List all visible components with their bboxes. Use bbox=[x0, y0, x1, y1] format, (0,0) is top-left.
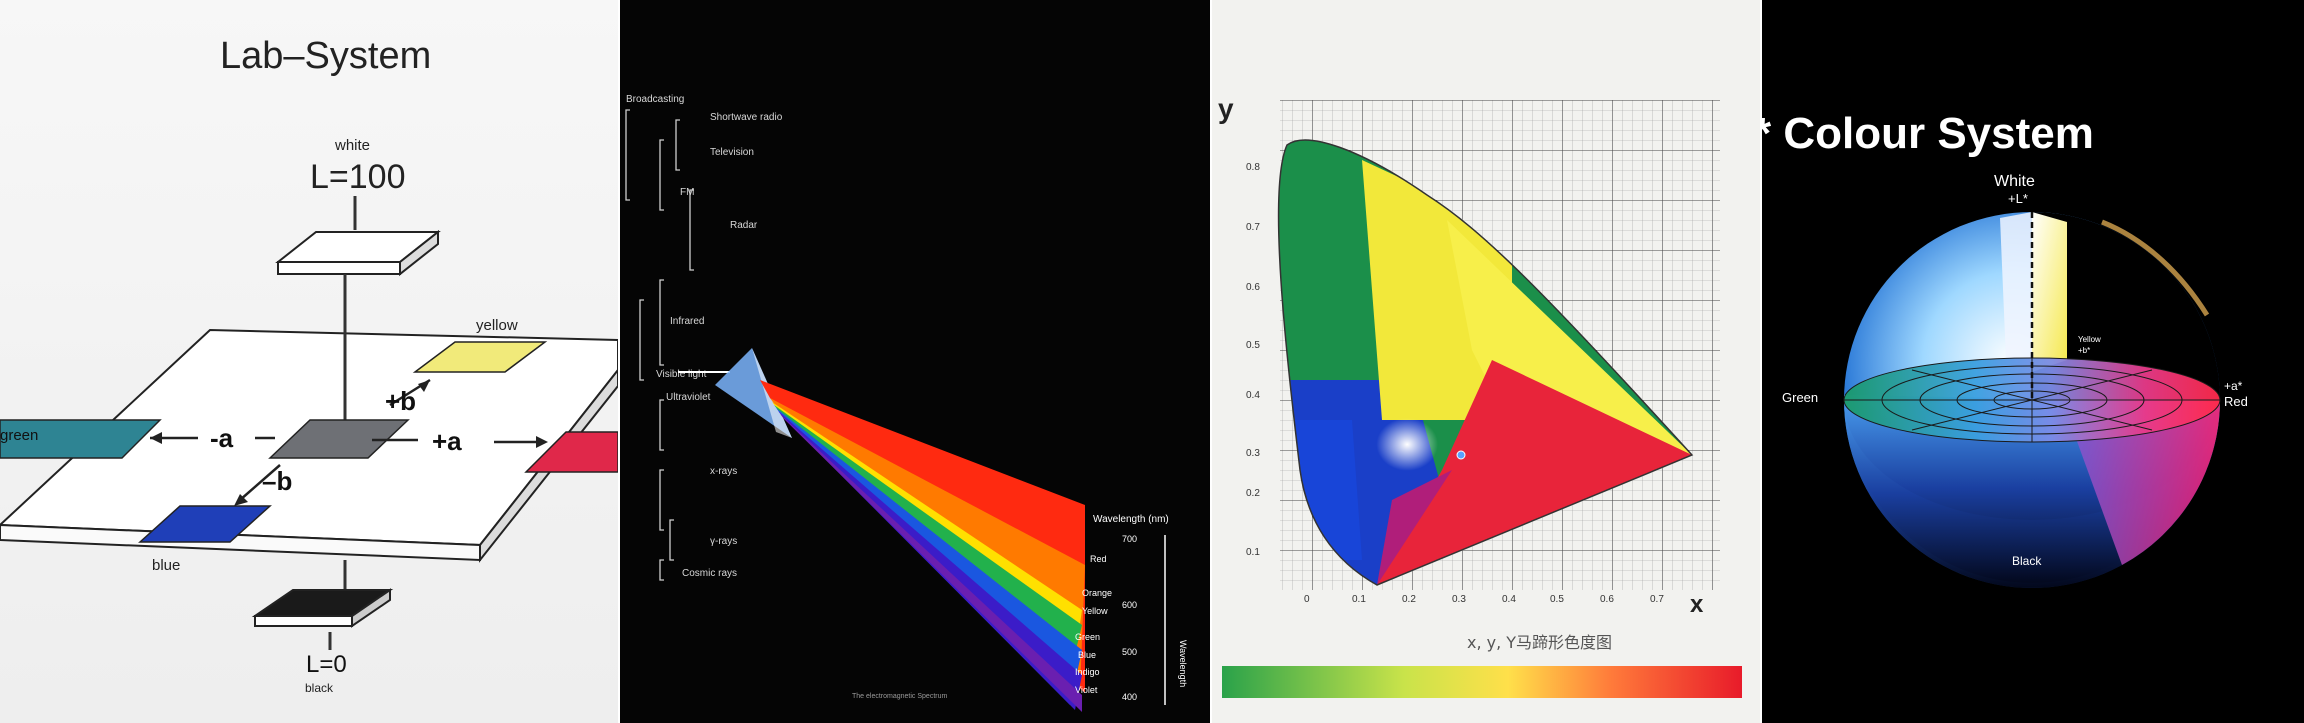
band-cosmic: Cosmic rays bbox=[682, 568, 737, 579]
x-ticks: 0 0.1 0.2 0.3 0.4 0.5 0.6 0.7 bbox=[1304, 594, 1664, 605]
x-tick: 0.5 bbox=[1550, 594, 1564, 605]
band-violet bbox=[780, 414, 1082, 712]
y-axis-label: y bbox=[1218, 93, 1234, 124]
x-tick: 0.2 bbox=[1402, 594, 1416, 605]
y-ticks: 0.1 0.2 0.3 0.4 0.5 0.6 0.7 0.8 bbox=[1246, 162, 1260, 558]
cutout-quadrant bbox=[2032, 212, 2220, 400]
y-tick: 0.7 bbox=[1246, 222, 1260, 233]
sphere-title: * Colour System bbox=[1762, 109, 2094, 158]
band-ultraviolet: Ultraviolet bbox=[666, 392, 711, 403]
x-tick: 0.3 bbox=[1452, 594, 1466, 605]
tick-500: 500 bbox=[1122, 647, 1137, 657]
plus-a-label: +a bbox=[432, 426, 462, 456]
y-tick: 0.4 bbox=[1246, 390, 1260, 401]
label-orange: Orange bbox=[1082, 588, 1112, 598]
tick-600: 600 bbox=[1122, 600, 1137, 610]
lab-system-panel: Lab–System white L=100 yellow +b green -… bbox=[0, 0, 618, 723]
yellow-wedge bbox=[2032, 212, 2067, 372]
green-label: Green bbox=[1782, 390, 1818, 405]
band-gamma: γ-rays bbox=[710, 536, 737, 547]
lab-title: Lab–System bbox=[220, 35, 431, 77]
minus-a-label: -a bbox=[210, 423, 234, 453]
x-tick: 0 bbox=[1304, 594, 1310, 605]
green-swatch bbox=[0, 419, 162, 459]
label-indigo: Indigo bbox=[1075, 667, 1100, 677]
yellow-label: yellow bbox=[476, 317, 518, 334]
plus-b-label: +b bbox=[385, 386, 416, 416]
band-xrays: x-rays bbox=[710, 466, 737, 477]
wavelength-title: Wavelength (nm) bbox=[1093, 514, 1169, 525]
blue-swatch bbox=[138, 505, 272, 543]
chromaticity-panel: y x 0.1 0.2 0.3 0.4 0.5 0.6 0.7 0.8 0 0.… bbox=[1212, 0, 1760, 723]
plus-l-label: +L* bbox=[2008, 191, 2028, 206]
yellow-swatch bbox=[412, 341, 548, 373]
y-tick: 0.6 bbox=[1246, 282, 1260, 293]
chromaticity-caption: x, y, Y马蹄形色度图 bbox=[1467, 633, 1612, 652]
chromaticity-diagram: y x 0.1 0.2 0.3 0.4 0.5 0.6 0.7 0.8 0 0.… bbox=[1212, 0, 1760, 723]
x-tick: 0.7 bbox=[1650, 594, 1664, 605]
x-tick: 0.6 bbox=[1600, 594, 1614, 605]
tick-700: 700 bbox=[1122, 534, 1137, 544]
spectrum-fan bbox=[760, 380, 1085, 712]
y-tick: 0.1 bbox=[1246, 547, 1260, 558]
wavelength-axis-word: Wavelength bbox=[1178, 640, 1188, 687]
yellow-label: Yellow bbox=[2078, 335, 2101, 344]
label-green: Green bbox=[1075, 632, 1100, 642]
minus-b-label: –b bbox=[262, 466, 292, 496]
y-tick: 0.2 bbox=[1246, 488, 1260, 499]
white-point-marker bbox=[1456, 450, 1466, 460]
black-label: black bbox=[305, 681, 334, 695]
l100-label: L=100 bbox=[310, 158, 406, 196]
green-label: green bbox=[0, 427, 38, 444]
band-shortwave: Shortwave radio bbox=[710, 112, 783, 123]
y-tick: 0.8 bbox=[1246, 162, 1260, 173]
label-red: Red bbox=[1090, 554, 1107, 564]
band-visible: Visible light bbox=[656, 369, 707, 380]
spectrum-diagram: Broadcasting Shortwave radio Television … bbox=[625, 94, 1188, 712]
plus-b-label: +b* bbox=[2078, 346, 2090, 355]
lab-diagram: Lab–System white L=100 yellow +b green -… bbox=[0, 35, 618, 695]
white-label: white bbox=[334, 137, 370, 154]
label-blue: Blue bbox=[1078, 650, 1096, 660]
blue-label: blue bbox=[152, 557, 180, 574]
band-television: Television bbox=[710, 147, 754, 158]
black-label: Black bbox=[2012, 554, 2042, 568]
x-tick: 0.4 bbox=[1502, 594, 1516, 605]
band-radar: Radar bbox=[730, 220, 758, 231]
band-fm: FM bbox=[680, 187, 694, 198]
red-swatch bbox=[524, 431, 618, 473]
x-axis-label: x bbox=[1690, 591, 1704, 618]
red-label: Red bbox=[2224, 394, 2248, 409]
label-yellow: Yellow bbox=[1082, 606, 1108, 616]
band-broadcasting: Broadcasting bbox=[626, 94, 684, 105]
spectrum-panel: Broadcasting Shortwave radio Television … bbox=[620, 0, 1210, 723]
band-infrared: Infrared bbox=[670, 316, 704, 327]
spectral-locus bbox=[1277, 139, 1694, 586]
spectrum-caption: The electromagnetic Spectrum bbox=[852, 693, 947, 700]
cielab-sphere-diagram: * Colour System White +L* Yello bbox=[1762, 109, 2248, 588]
cielab-sphere-panel: * Colour System White +L* Yello bbox=[1762, 0, 2304, 723]
color-gradient-bar bbox=[1222, 666, 1742, 698]
plus-a-label: +a* bbox=[2224, 379, 2243, 393]
y-tick: 0.5 bbox=[1246, 340, 1260, 351]
white-label: White bbox=[1994, 173, 2035, 190]
y-tick: 0.3 bbox=[1246, 448, 1260, 459]
l0-label: L=0 bbox=[306, 651, 347, 678]
tick-400: 400 bbox=[1122, 692, 1137, 702]
label-violet: Violet bbox=[1075, 685, 1098, 695]
neutral-gray-swatch bbox=[268, 419, 410, 459]
x-tick: 0.1 bbox=[1352, 594, 1366, 605]
